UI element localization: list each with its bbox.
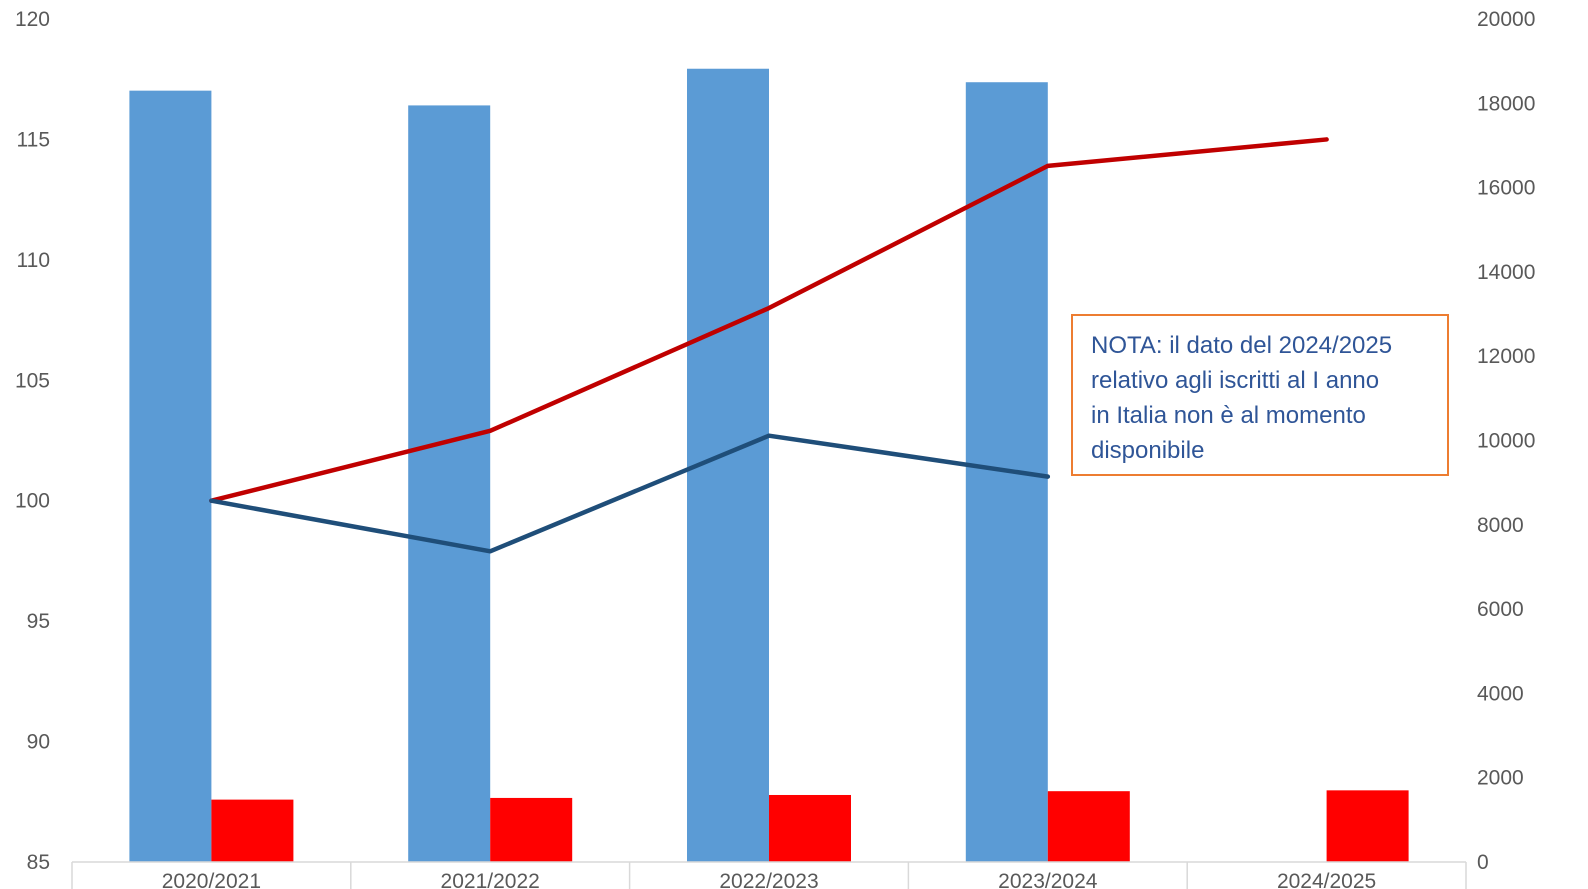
bar-series-2-2024-2025 (1326, 790, 1409, 862)
bar-series-2-2020-2021 (211, 799, 294, 862)
lines (209, 137, 1329, 554)
right-tick-label: 14000 (1477, 261, 1535, 284)
x-tick-label: 2021/2022 (441, 870, 540, 889)
right-tick-label: 18000 (1477, 92, 1535, 115)
right-tick-label: 0 (1477, 851, 1489, 874)
note-line-3: in Italia non è al momento (1091, 402, 1366, 429)
bar-series-1-2020-2021 (129, 90, 212, 862)
right-tick-label: 16000 (1477, 177, 1535, 200)
left-tick-label: 105 (15, 369, 50, 392)
left-tick-label: 90 (27, 731, 50, 754)
right-tick-label: 4000 (1477, 682, 1524, 705)
left-tick-label: 120 (15, 8, 50, 31)
left-tick-label: 95 (27, 610, 50, 633)
x-axis: 2020/2021 2021/2022 2022/2023 2023/2024 2024… (71, 861, 1467, 889)
note-line-2: relativo agli iscritti al I anno (1091, 367, 1380, 394)
right-tick-label: 6000 (1477, 598, 1524, 621)
bar-series-2-2022-2023 (769, 794, 851, 862)
left-tick-label: 100 (15, 490, 50, 513)
x-tick-label: 2020/2021 (162, 870, 261, 889)
left-tick-label: 85 (27, 851, 50, 874)
right-axis-ticks: 0 2000 4000 6000 8000 10000 12000 14000 16000 180… (1477, 8, 1535, 874)
line-series-2 (209, 433, 1051, 554)
x-tick-label: 2024/2025 (1277, 870, 1376, 889)
right-tick-label: 8000 (1477, 514, 1524, 537)
right-tick-label: 2000 (1477, 767, 1524, 790)
x-tick-label: 2023/2024 (998, 870, 1098, 889)
bar-series-2-2021-2022 (490, 797, 573, 862)
right-tick-label: 20000 (1477, 8, 1535, 31)
left-tick-label: 115 (17, 128, 50, 151)
left-axis-ticks: 85 90 95 100 105 110 115 120 (15, 8, 50, 874)
line-series-1 (209, 137, 1329, 503)
bar-series-1-2021-2022 (408, 105, 491, 863)
right-tick-label: 10000 (1477, 430, 1535, 453)
left-tick-label: 110 (17, 249, 50, 272)
right-tick-label: 12000 (1477, 345, 1535, 368)
x-tick-label: 2022/2023 (719, 870, 818, 889)
note-line-1: NOTA: il dato del 2024/2025 (1091, 332, 1393, 359)
bar-series-2-2023-2024 (1047, 791, 1130, 862)
note-line-4: disponibile (1091, 437, 1205, 464)
note-annotation: NOTA: il dato del 2024/2025 relativo agl… (1071, 314, 1449, 476)
